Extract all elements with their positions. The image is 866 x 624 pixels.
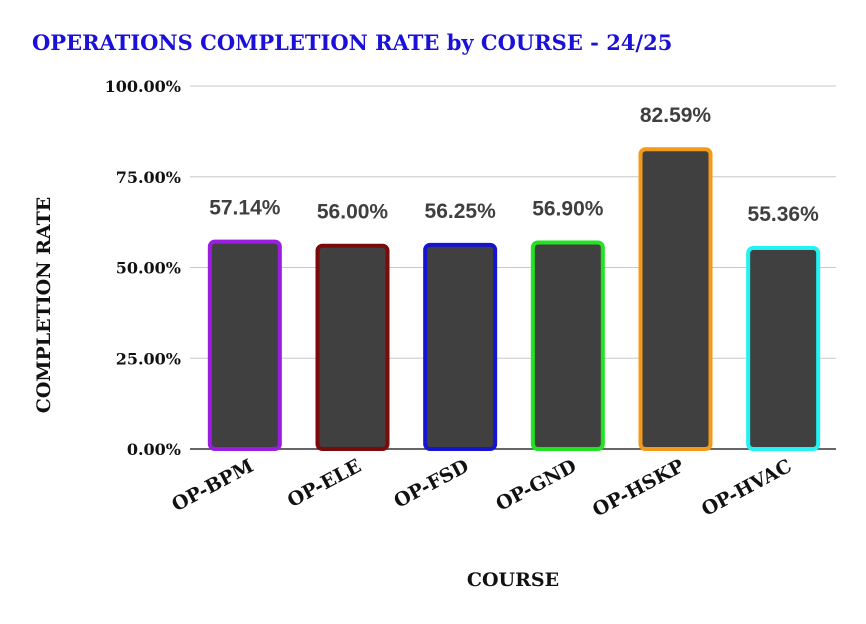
- x-category-label: OP-HVAC: [698, 455, 796, 521]
- x-category-label: OP-HSKP: [589, 455, 688, 521]
- y-tick-labels: 0.00% 25.00% 50.00% 75.00% 100.00%: [105, 77, 181, 459]
- chart-title: OPERATIONS COMPLETION RATE by COURSE - 2…: [32, 30, 672, 55]
- y-tick-label: 75.00%: [116, 168, 181, 187]
- x-category-labels: OP-BPM OP-ELE OP-FSD OP-GND OP-HSKP OP-HVAC: [168, 455, 795, 521]
- bar: [746, 246, 821, 451]
- data-labels: 57.14% 56.00% 56.25% 56.90% 82.59% 55.36%: [209, 104, 819, 226]
- bar: [530, 240, 605, 451]
- gridlines: [190, 85, 836, 450]
- bars: [207, 147, 821, 451]
- data-label: 55.36%: [748, 203, 820, 226]
- y-tick-label: 50.00%: [116, 259, 181, 278]
- x-category-label: OP-GND: [492, 455, 580, 516]
- bar: [638, 147, 713, 451]
- data-label: 57.14%: [209, 197, 281, 220]
- data-label: 56.90%: [532, 197, 604, 220]
- data-label: 56.25%: [425, 200, 497, 223]
- bar: [423, 242, 498, 451]
- x-category-label: OP-FSD: [390, 455, 472, 513]
- y-axis-title: COMPLETION RATE: [33, 197, 55, 414]
- y-tick-label: 25.00%: [116, 349, 181, 368]
- data-label: 56.00%: [317, 201, 389, 224]
- bar: [315, 243, 390, 451]
- y-tick-label: 100.00%: [105, 77, 181, 96]
- x-category-label: OP-BPM: [168, 455, 257, 516]
- y-tick-label: 0.00%: [127, 440, 181, 459]
- data-label: 82.59%: [640, 104, 712, 127]
- x-axis-title: COURSE: [467, 569, 559, 591]
- bar: [207, 239, 282, 451]
- x-category-label: OP-ELE: [284, 455, 365, 512]
